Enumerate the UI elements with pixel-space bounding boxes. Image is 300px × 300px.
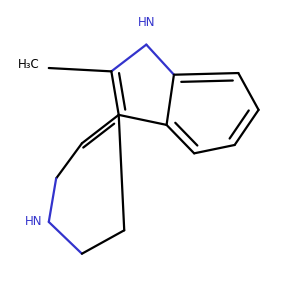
- Text: HN: HN: [25, 215, 43, 228]
- Text: H₃C: H₃C: [18, 58, 39, 71]
- Text: HN: HN: [138, 16, 155, 29]
